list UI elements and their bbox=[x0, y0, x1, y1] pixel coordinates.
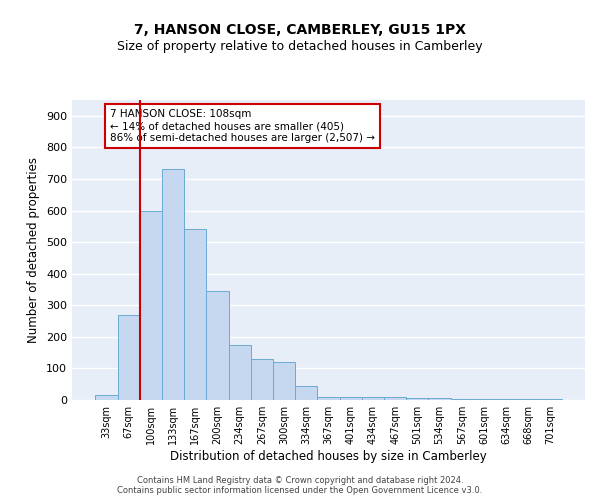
Bar bbox=[428, 398, 451, 400]
Text: 7, HANSON CLOSE, CAMBERLEY, GU15 1PX: 7, HANSON CLOSE, CAMBERLEY, GU15 1PX bbox=[134, 22, 466, 36]
Text: 7 HANSON CLOSE: 108sqm
← 14% of detached houses are smaller (405)
86% of semi-de: 7 HANSON CLOSE: 108sqm ← 14% of detached… bbox=[110, 110, 375, 142]
Bar bbox=[384, 398, 406, 400]
Text: Contains HM Land Registry data © Crown copyright and database right 2024.
Contai: Contains HM Land Registry data © Crown c… bbox=[118, 476, 482, 495]
Bar bbox=[162, 170, 184, 400]
Bar bbox=[95, 396, 118, 400]
Bar bbox=[273, 362, 295, 400]
Bar bbox=[317, 398, 340, 400]
Text: Size of property relative to detached houses in Camberley: Size of property relative to detached ho… bbox=[117, 40, 483, 53]
Bar bbox=[251, 359, 273, 400]
Bar bbox=[362, 397, 384, 400]
Bar bbox=[517, 399, 539, 400]
Bar bbox=[118, 314, 140, 400]
Bar bbox=[451, 399, 473, 400]
Bar bbox=[340, 397, 362, 400]
Y-axis label: Number of detached properties: Number of detached properties bbox=[28, 157, 40, 343]
Bar bbox=[295, 386, 317, 400]
Bar bbox=[184, 230, 206, 400]
X-axis label: Distribution of detached houses by size in Camberley: Distribution of detached houses by size … bbox=[170, 450, 487, 463]
Bar bbox=[140, 210, 162, 400]
Bar bbox=[206, 291, 229, 400]
Bar bbox=[406, 398, 428, 400]
Bar bbox=[229, 344, 251, 400]
